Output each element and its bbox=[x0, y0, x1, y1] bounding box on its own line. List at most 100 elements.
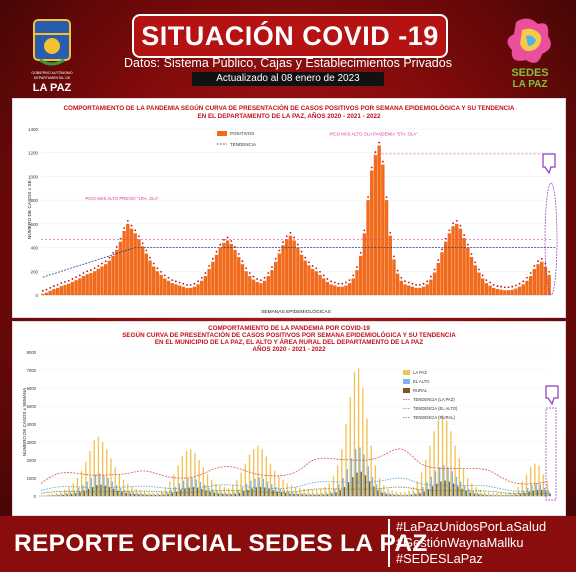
chart1-data-label bbox=[178, 281, 181, 284]
chart2-bar-la-paz bbox=[357, 368, 360, 496]
chart1-data-label bbox=[448, 229, 451, 232]
chart1-data-label bbox=[186, 283, 188, 286]
chart1-bar bbox=[181, 286, 185, 295]
chart2-bar-rural bbox=[482, 494, 484, 496]
chart2-bar-el-alto bbox=[241, 487, 244, 496]
chart2-bar-la-paz bbox=[223, 487, 225, 496]
chart2-bar-rural bbox=[410, 494, 413, 496]
municipal-chart: 0 1000 2000 3000 4000 5000 6000 7000 8000 LA PAZ E… bbox=[21, 350, 559, 501]
chart2-bar-la-paz bbox=[118, 474, 121, 496]
chart2-bar-el-alto bbox=[82, 485, 84, 496]
chart1-data-label bbox=[452, 222, 454, 225]
chart2-bar-la-paz bbox=[248, 454, 251, 496]
hashtag-2[interactable]: #GestiónWaynaMallku bbox=[396, 535, 524, 550]
chart1-data-label bbox=[308, 261, 310, 264]
chart1-data-label bbox=[326, 278, 329, 280]
chart2-bar-la-paz bbox=[404, 492, 406, 496]
chart2-bar-la-paz bbox=[307, 489, 309, 496]
chart1-data-label bbox=[171, 279, 174, 282]
chart2-bar-rural bbox=[276, 491, 278, 496]
chart2-bar-rural bbox=[448, 481, 451, 496]
chart1-bar bbox=[299, 254, 304, 295]
chart2-bar-la-paz bbox=[370, 445, 372, 496]
chart1-bar bbox=[259, 283, 263, 295]
logo-right-line1: SEDES bbox=[511, 67, 548, 79]
chart2-bar-el-alto bbox=[455, 476, 458, 496]
chart2-bar-la-paz bbox=[72, 483, 74, 496]
chart1-bar bbox=[414, 287, 418, 295]
chart1-bar bbox=[362, 233, 367, 295]
chart2-bar-el-alto bbox=[413, 492, 416, 496]
chart2-bar-el-alto bbox=[254, 478, 256, 496]
chart2-title-line4: AÑOS 2020 - 2021 - 2022 bbox=[252, 346, 326, 353]
chart1-ytick-label: 1200 bbox=[28, 151, 39, 156]
chart2-bar-el-alto bbox=[245, 483, 248, 496]
chart2-bar-rural bbox=[87, 488, 90, 496]
chart1-highlight-ellipse bbox=[544, 182, 558, 296]
chart1-bar bbox=[111, 255, 115, 295]
chart1-bar bbox=[436, 262, 440, 295]
chart1-ytick-label: 800 bbox=[30, 198, 38, 203]
chart1-data-label bbox=[370, 166, 373, 169]
chart2-bar-el-alto bbox=[170, 489, 172, 496]
chart2-bar-la-paz bbox=[290, 485, 293, 496]
chart2-bar-rural bbox=[352, 477, 354, 496]
chart2-bar-la-paz bbox=[173, 474, 175, 496]
chart1-data-label bbox=[459, 224, 462, 227]
chart2-bar-el-alto bbox=[388, 493, 390, 496]
chart2-bar-la-paz bbox=[341, 449, 343, 496]
chart1-data-label bbox=[315, 267, 318, 270]
chart2-bar-el-alto bbox=[187, 478, 189, 496]
chart1-bar bbox=[262, 280, 267, 295]
chart1-bar bbox=[358, 255, 363, 295]
chart1-bar bbox=[118, 241, 123, 295]
hashtag-3[interactable]: #SEDESLaPaz bbox=[396, 551, 483, 566]
chart2-bar-la-paz bbox=[530, 467, 532, 496]
chart2-bar-rural bbox=[402, 495, 404, 496]
chart1-bar bbox=[281, 245, 285, 295]
chart2-bar-rural bbox=[66, 494, 69, 496]
chart2-bar-el-alto bbox=[94, 474, 97, 496]
chart2-bar-la-paz bbox=[454, 445, 456, 496]
chart1-data-label bbox=[245, 267, 248, 270]
chart2-bar-el-alto bbox=[321, 493, 323, 496]
chart1-data-label bbox=[49, 286, 52, 289]
chart2-bar-el-alto bbox=[128, 490, 130, 496]
chart2-bar-la-paz bbox=[139, 490, 142, 496]
chart2-bar-rural bbox=[247, 489, 249, 496]
chart1-data-label bbox=[529, 272, 532, 274]
chart2-bar-el-alto bbox=[52, 494, 55, 496]
chart2-bar-la-paz bbox=[496, 492, 498, 496]
chart2-bar-la-paz bbox=[202, 467, 204, 496]
chart2-bar-la-paz bbox=[320, 488, 322, 496]
chart2-bar-rural bbox=[280, 492, 283, 496]
chart1-data-label bbox=[474, 261, 477, 264]
chart1-bar bbox=[314, 271, 319, 295]
chart1-bar bbox=[477, 272, 481, 295]
chart2-bar-la-paz bbox=[429, 445, 431, 496]
chart1-data-label bbox=[466, 243, 469, 246]
chart1-bar bbox=[233, 249, 237, 295]
chart2-bar-rural bbox=[125, 492, 127, 496]
chart1-data-label bbox=[263, 276, 266, 279]
chart2-bar-rural bbox=[486, 495, 488, 496]
chart2-bar-el-alto bbox=[132, 492, 134, 496]
chart2-bar-la-paz bbox=[303, 488, 305, 496]
chart2-bar-la-paz bbox=[93, 440, 95, 496]
chart2-bar-rural bbox=[419, 493, 421, 496]
chart1-bar bbox=[67, 283, 71, 295]
chart1-data-label bbox=[108, 256, 111, 259]
hashtag-1[interactable]: #LaPazUnidosPorLaSalud bbox=[396, 519, 547, 534]
chart2-bar-el-alto bbox=[48, 495, 51, 496]
chart2-title-line3: EN EL MUNICIPIO DE LA PAZ, EL ALTO Y ÁRE… bbox=[154, 339, 424, 346]
chart2-bar-rural bbox=[289, 493, 291, 496]
chart2-bar-la-paz bbox=[278, 476, 280, 496]
chart1-x-axis-label: SEMANAS EPIDEMIOLÓGICAS bbox=[261, 308, 331, 315]
chart2-bar-el-alto bbox=[69, 491, 71, 496]
chart2-bar-rural bbox=[213, 492, 215, 496]
chart2-legend-label-tendencia-rural: TENDENCIA (RURAL) bbox=[413, 415, 456, 420]
chart2-bar-rural bbox=[104, 485, 106, 496]
chart1-bar bbox=[514, 288, 518, 295]
chart1-data-label bbox=[500, 285, 503, 288]
chart1-bar bbox=[70, 281, 75, 295]
